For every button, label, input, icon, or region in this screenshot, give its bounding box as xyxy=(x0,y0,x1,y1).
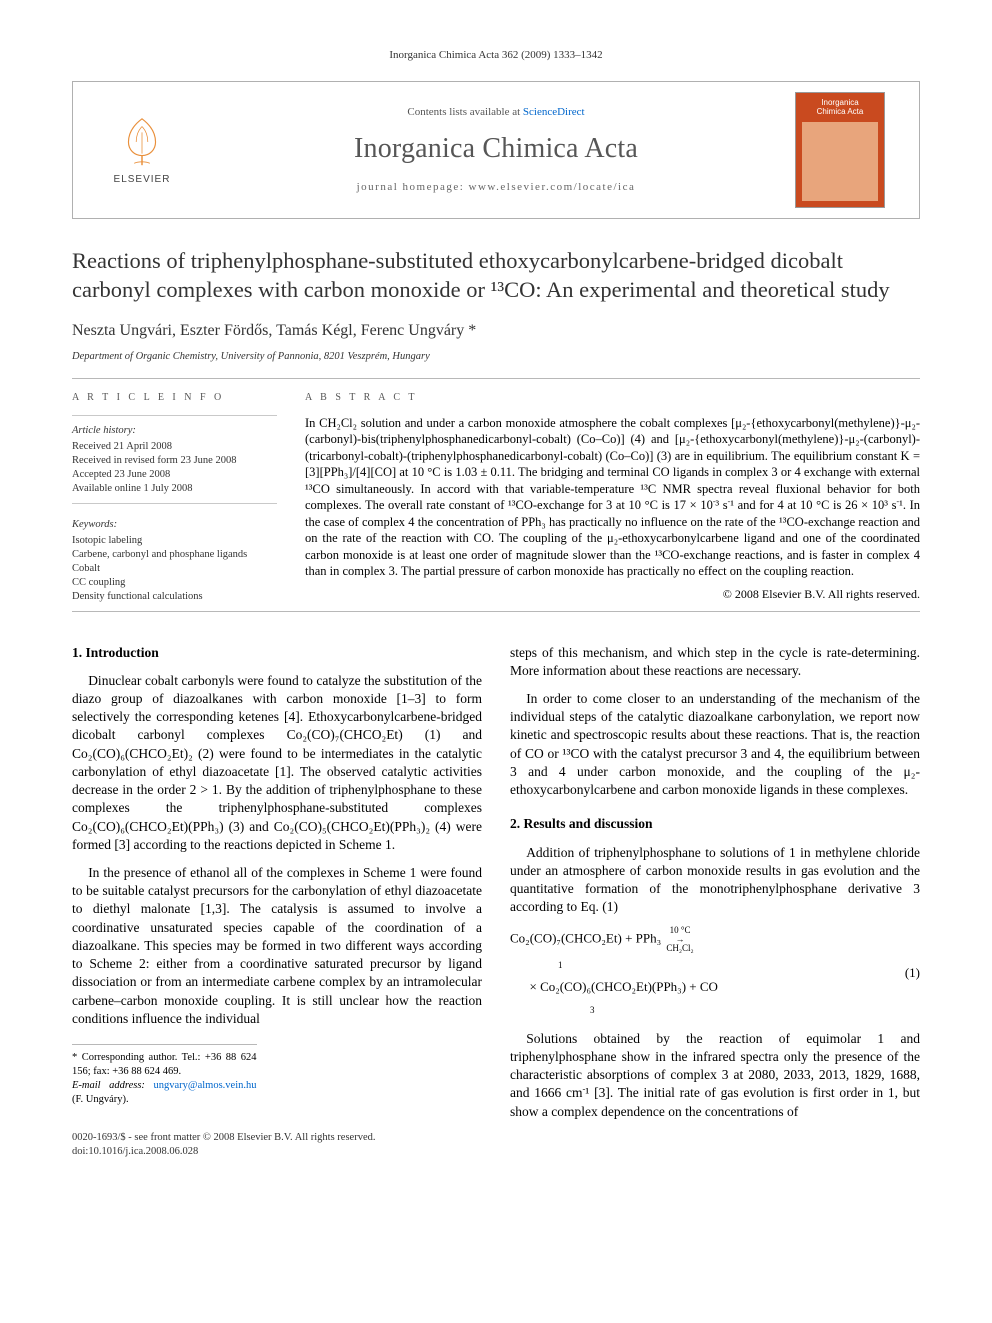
doi-line: doi:10.1016/j.ica.2008.06.028 xyxy=(72,1145,920,1159)
history-label: Article history: xyxy=(72,424,277,438)
keyword-2: Cobalt xyxy=(72,562,277,576)
homepage-prefix: journal homepage: xyxy=(357,181,469,193)
sciencedirect-link[interactable]: ScienceDirect xyxy=(523,106,585,118)
intro-para-3: steps of this mechanism, and which step … xyxy=(510,644,920,680)
history-accepted: Accepted 23 June 2008 xyxy=(72,468,277,482)
rule-bottom xyxy=(72,611,920,612)
abstract-text: In CH₂Cl₂ solution and under a carbon mo… xyxy=(305,415,920,580)
history-revised: Received in revised form 23 June 2008 xyxy=(72,454,277,468)
journal-cover-thumb: Inorganica Chimica Acta xyxy=(795,92,885,208)
intro-para-4: In order to come closer to an understand… xyxy=(510,690,920,799)
rule-top xyxy=(72,378,920,379)
info-rule-1 xyxy=(72,415,277,416)
article-info-block: A R T I C L E I N F O Article history: R… xyxy=(72,391,277,604)
affiliation: Department of Organic Chemistry, Univers… xyxy=(72,350,920,364)
abstract-heading: A B S T R A C T xyxy=(305,391,920,405)
front-matter-line: 0020-1693/$ - see front matter © 2008 El… xyxy=(72,1131,920,1145)
keywords-label: Keywords: xyxy=(72,518,277,532)
author-list: Neszta Ungvári, Eszter Fördős, Tamás Kég… xyxy=(72,320,920,342)
eq1-sub1: 1 xyxy=(558,960,563,970)
corr-email-link[interactable]: ungvary@almos.vein.hu xyxy=(154,1080,257,1091)
keyword-4: Density functional calculations xyxy=(72,590,277,604)
eq1-arrow-bot: CH₂Cl₂ xyxy=(666,943,693,953)
masthead: ELSEVIER Contents lists available at Sci… xyxy=(72,81,920,219)
abstract-block: A B S T R A C T In CH₂Cl₂ solution and u… xyxy=(305,391,920,604)
history-received: Received 21 April 2008 xyxy=(72,440,277,454)
contents-prefix: Contents lists available at xyxy=(407,106,522,118)
body-columns: 1. Introduction Dinuclear cobalt carbony… xyxy=(72,644,920,1121)
eq1-line1: Co₂(CO)₇(CHCO₂Et) + PPh₃ xyxy=(510,931,661,946)
intro-para-1: Dinuclear cobalt carbonyls were found to… xyxy=(72,672,482,854)
cover-image-icon xyxy=(802,122,878,200)
keyword-0: Isotopic labeling xyxy=(72,534,277,548)
results-para-2: Solutions obtained by the reaction of eq… xyxy=(510,1030,920,1121)
elsevier-tree-icon xyxy=(113,113,171,171)
results-para-1: Addition of triphenylphosphane to soluti… xyxy=(510,844,920,917)
section-2-heading: 2. Results and discussion xyxy=(510,815,920,833)
journal-name: Inorganica Chimica Acta xyxy=(197,130,795,168)
eq1-arrow-top: 10 °C xyxy=(670,925,691,935)
corr-label: * Corresponding author. Tel.: +36 88 624… xyxy=(72,1051,257,1079)
email-who: (F. Ungváry). xyxy=(72,1094,129,1105)
publisher-name: ELSEVIER xyxy=(114,173,171,187)
article-info-heading: A R T I C L E I N F O xyxy=(72,391,277,405)
intro-para-2: In the presence of ethanol all of the co… xyxy=(72,864,482,1028)
section-1-heading: 1. Introduction xyxy=(72,644,482,662)
history-online: Available online 1 July 2008 xyxy=(72,482,277,496)
publisher-logo: ELSEVIER xyxy=(87,113,197,187)
homepage-line: journal homepage: www.elsevier.com/locat… xyxy=(197,180,795,195)
cover-title-1: Inorganica xyxy=(821,98,858,107)
info-rule-2 xyxy=(72,503,277,504)
keyword-3: CC coupling xyxy=(72,576,277,590)
eq1-line2: × Co₂(CO)₆(CHCO₂Et)(PPh₃) + CO xyxy=(530,979,718,994)
equation-1: Co₂(CO)₇(CHCO₂Et) + PPh₃ 10 °C→ CH₂Cl₂ 1… xyxy=(510,926,920,1019)
eq1-sub2: 3 xyxy=(590,1005,595,1015)
email-label: E-mail address: xyxy=(72,1080,145,1091)
homepage-url: www.elsevier.com/locate/ica xyxy=(469,181,636,193)
contents-line: Contents lists available at ScienceDirec… xyxy=(197,105,795,120)
cover-title-2: Chimica Acta xyxy=(817,107,864,116)
abstract-copyright: © 2008 Elsevier B.V. All rights reserved… xyxy=(305,586,920,602)
article-title: Reactions of triphenylphosphane-substitu… xyxy=(72,247,920,305)
eq1-number: (1) xyxy=(895,964,920,982)
corresponding-author-note: * Corresponding author. Tel.: +36 88 624… xyxy=(72,1044,257,1108)
running-header: Inorganica Chimica Acta 362 (2009) 1333–… xyxy=(72,48,920,63)
keyword-1: Carbene, carbonyl and phosphane ligands xyxy=(72,548,277,562)
